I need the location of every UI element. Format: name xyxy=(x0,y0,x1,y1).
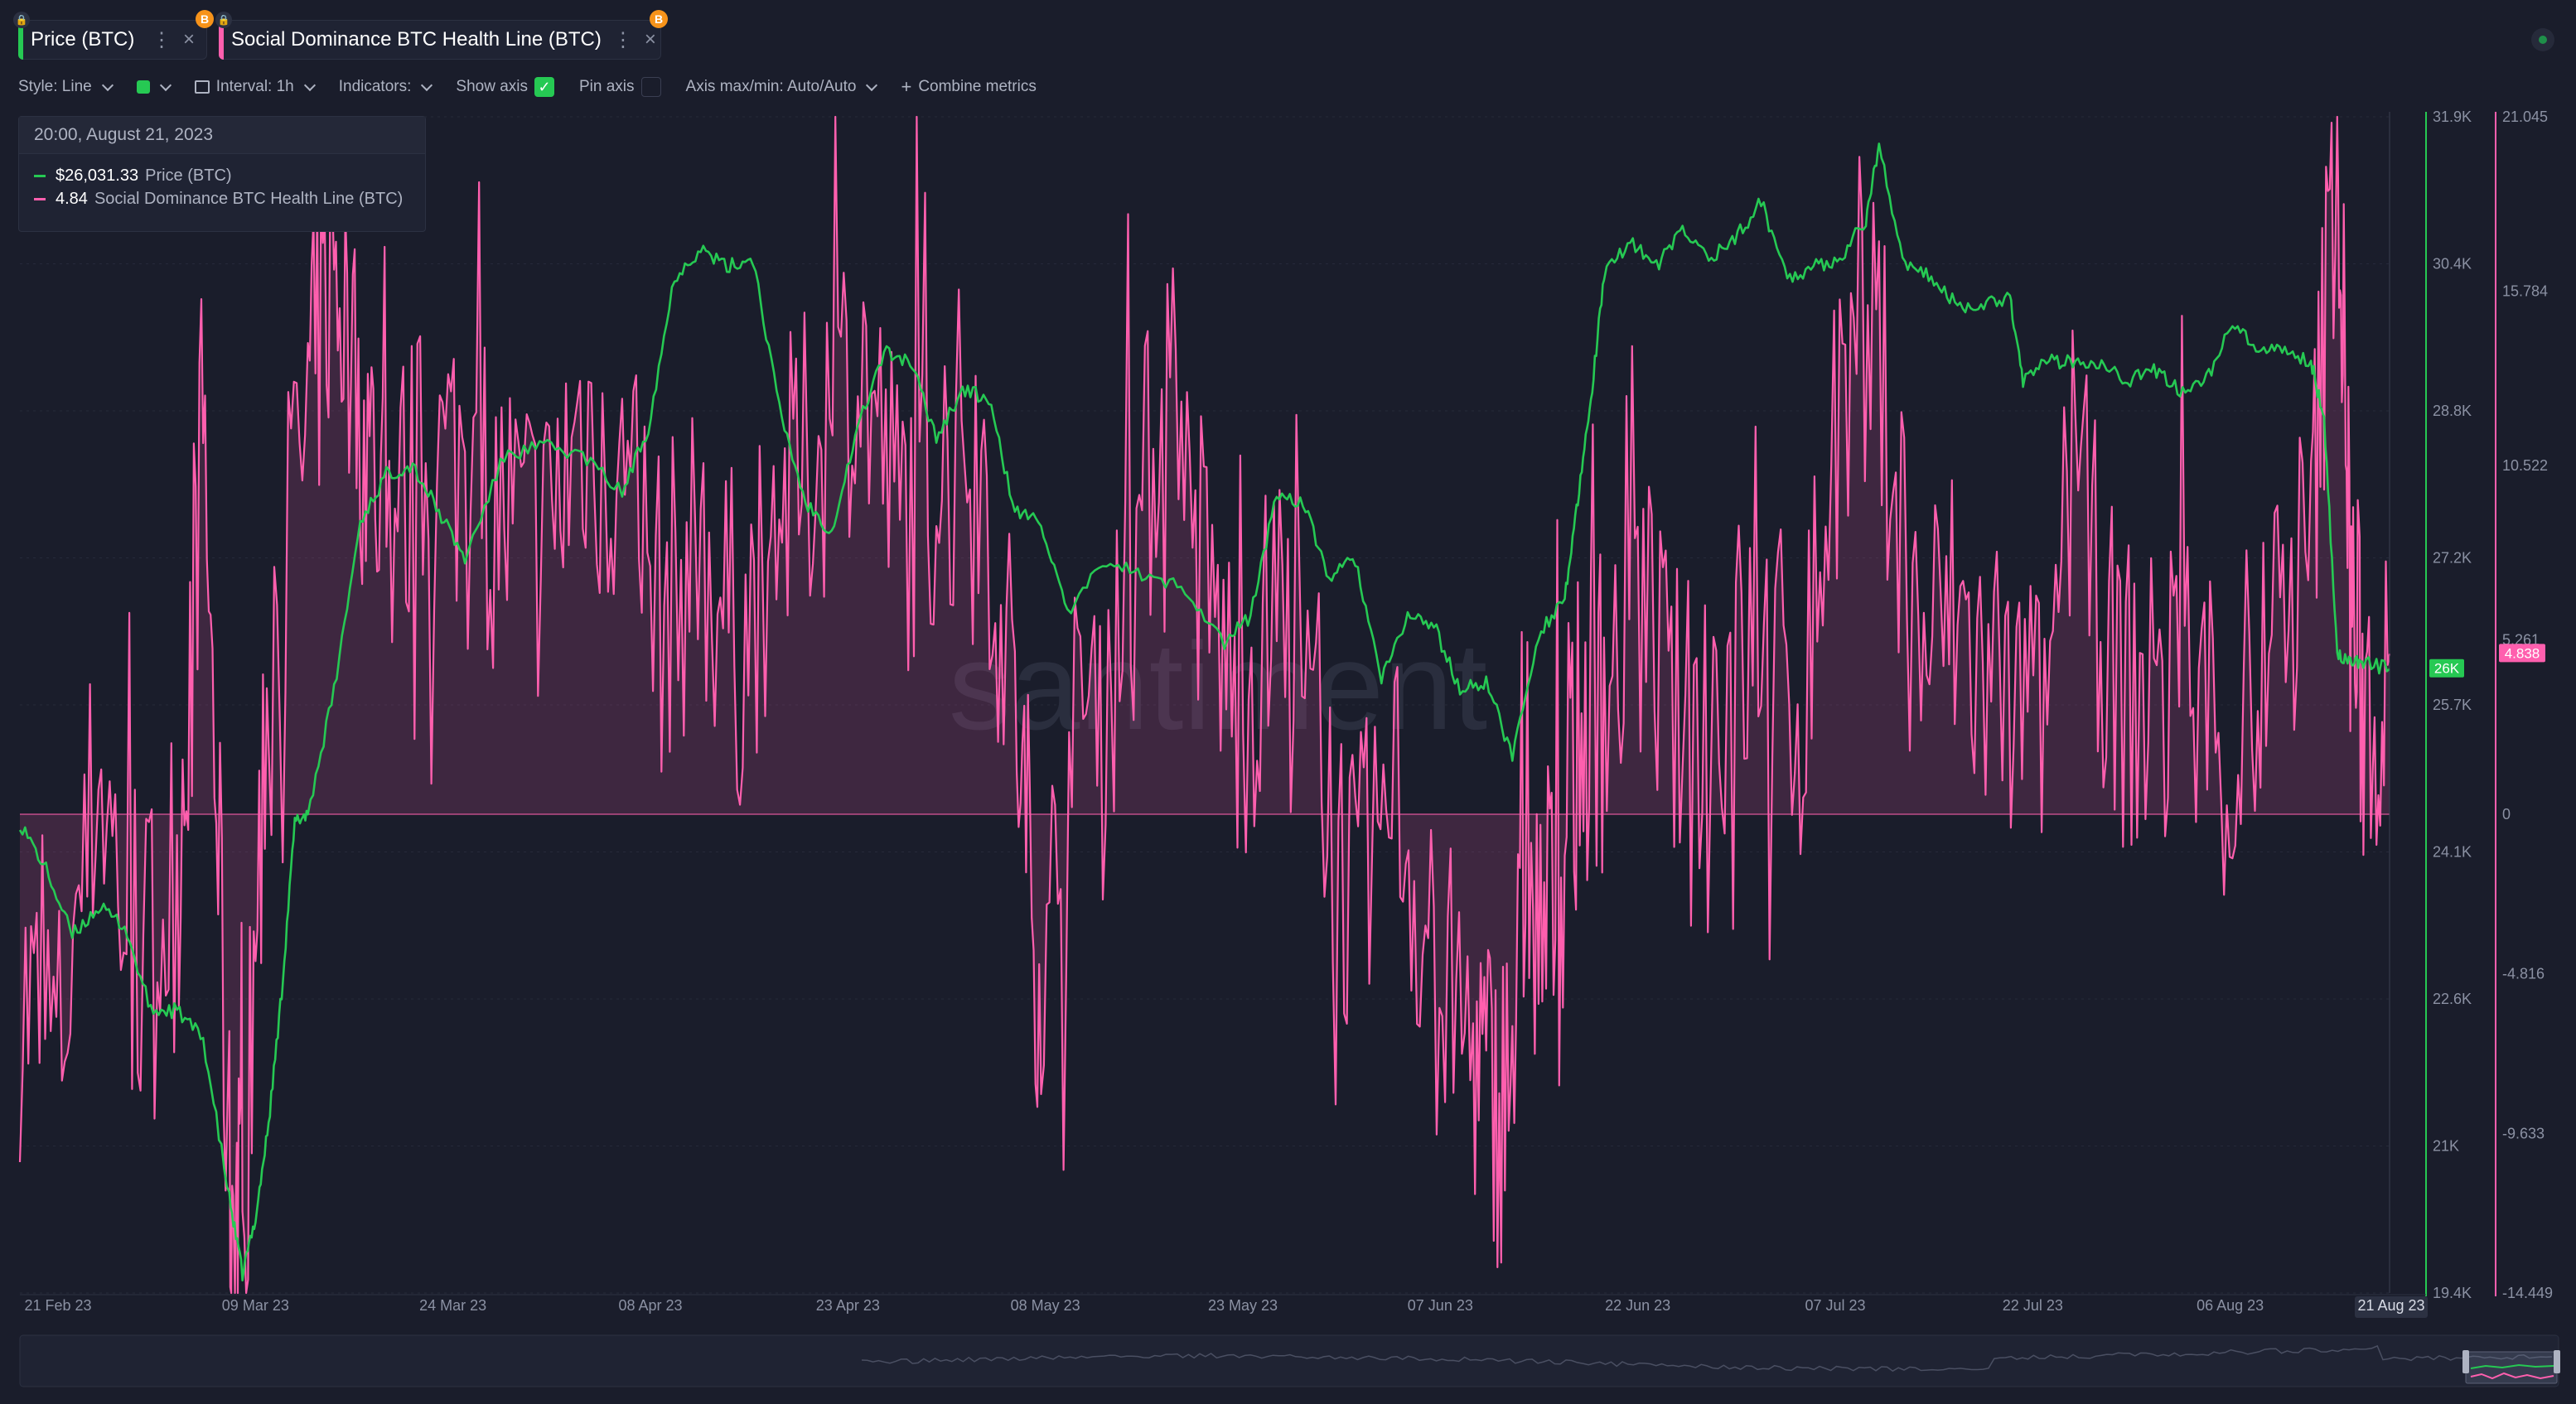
x-tick-label: 21 Feb 23 xyxy=(24,1297,91,1314)
x-tick-label: 24 Mar 23 xyxy=(419,1297,486,1314)
price-tick-label: 22.6K xyxy=(2433,991,2472,1007)
legend-dash xyxy=(34,174,46,177)
navigator-track xyxy=(19,1334,2559,1387)
x-tick-label: 08 May 23 xyxy=(1011,1297,1080,1314)
price-tick-label: 19.4K xyxy=(2433,1285,2472,1301)
show-axis-toggle[interactable]: Show axis ✓ xyxy=(456,77,554,97)
social-tick-label: -14.449 xyxy=(2502,1285,2553,1301)
tab-label: Price (BTC) xyxy=(31,28,135,51)
x-tick-highlight xyxy=(2355,1296,2428,1318)
social-tick-label: 15.784 xyxy=(2502,282,2548,299)
status-indicator[interactable] xyxy=(2531,28,2554,51)
social-dominance-fill xyxy=(20,117,2390,1293)
series-color-stripe xyxy=(18,20,23,60)
color-picker[interactable] xyxy=(136,79,172,94)
tab-price-btc[interactable]: Price (BTC) ⋮ × xyxy=(18,20,207,60)
social-dominance-series xyxy=(18,115,2391,1295)
x-tick-label: 07 Jul 23 xyxy=(1805,1297,1865,1314)
price-series xyxy=(18,142,2390,1282)
show-axis-label: Show axis xyxy=(456,78,528,95)
navigator-price-line xyxy=(2470,1363,2554,1369)
social-current-label: 4.838 xyxy=(2505,645,2540,661)
x-tick-label: 06 Aug 23 xyxy=(2197,1297,2264,1314)
color-swatch xyxy=(136,80,150,94)
chart-toolbar: Style: Line Interval: 1h Indicators: Sho… xyxy=(18,75,1061,99)
tooltip-row-social: 4.84 Social Dominance BTC Health Line (B… xyxy=(19,187,425,210)
social-tick-label: -9.633 xyxy=(2502,1125,2545,1141)
close-icon[interactable]: × xyxy=(644,28,656,51)
close-icon[interactable]: × xyxy=(182,28,195,51)
lock-icon: 🔒 xyxy=(13,12,30,28)
tooltip-value: $26,031.33 xyxy=(56,166,139,185)
plus-icon: + xyxy=(901,76,912,97)
legend-dash xyxy=(34,197,46,200)
interval-dropdown[interactable]: Interval: 1h xyxy=(194,78,316,96)
tab-label: Social Dominance BTC Health Line (BTC) xyxy=(231,28,602,51)
interval-label: Interval: 1h xyxy=(215,78,294,95)
price-tick-label: 24.1K xyxy=(2433,844,2472,861)
x-tick-label: 22 Jul 23 xyxy=(2003,1297,2063,1314)
navigator-right-handle[interactable] xyxy=(2554,1350,2560,1373)
social-current-badge xyxy=(2499,644,2545,663)
price-tick-label: 30.4K xyxy=(2433,256,2472,273)
social-tick-label: 21.045 xyxy=(2502,109,2548,125)
lock-icon: 🔒 xyxy=(215,12,232,28)
social-dominance-line xyxy=(18,115,2391,1295)
tab-social-dominance[interactable]: Social Dominance BTC Health Line (BTC) ⋮… xyxy=(219,20,661,60)
price-line xyxy=(18,142,2390,1282)
social-tick-label: 10.522 xyxy=(2502,457,2548,474)
chart-tooltip: 20:00, August 21, 2023 $26,031.33 Price … xyxy=(18,116,426,232)
more-vertical-icon[interactable]: ⋮ xyxy=(612,28,633,51)
price-tick-label: 31.9K xyxy=(2433,109,2472,125)
x-axis-ticks: 21 Feb 23 09 Mar 23 24 Mar 23 08 Apr 23 23 A… xyxy=(24,1296,2428,1318)
social-tick-label: 0 xyxy=(2502,806,2511,823)
indicators-label: Indicators: xyxy=(338,78,412,95)
price-tick-label: 28.8K xyxy=(2433,403,2472,419)
pin-axis-toggle[interactable]: Pin axis xyxy=(579,77,661,97)
series-color-stripe xyxy=(219,20,224,60)
axis-maxmin-label: Axis max/min: Auto/Auto xyxy=(685,78,857,95)
tooltip-series-name: Price (BTC) xyxy=(145,166,232,185)
x-tick-label: 08 Apr 23 xyxy=(618,1297,682,1314)
indicators-dropdown[interactable]: Indicators: xyxy=(338,78,433,96)
tooltip-row-price: $26,031.33 Price (BTC) xyxy=(19,164,425,187)
bitcoin-icon: B xyxy=(196,10,214,28)
calendar-icon xyxy=(194,80,210,94)
price-current-label: 26K xyxy=(2434,661,2460,677)
social-tick-label: -4.816 xyxy=(2502,966,2545,982)
price-tick-label: 21K xyxy=(2433,1138,2459,1155)
tooltip-value: 4.84 xyxy=(56,189,88,208)
navigator-overview-line xyxy=(861,1344,2553,1373)
social-axis-ticks: 21.04515.78410.5225.2610-4.816-9.633-14.… xyxy=(2499,109,2553,1301)
price-tick-label: 27.2K xyxy=(2433,550,2472,567)
navigator-social-line xyxy=(2470,1372,2554,1380)
x-tick-label: 23 May 23 xyxy=(1208,1297,1278,1314)
x-tick-label: 23 Apr 23 xyxy=(816,1297,880,1314)
chart-axes xyxy=(20,112,2496,1296)
pin-axis-label: Pin axis xyxy=(579,78,635,95)
price-tick-label: 25.7K xyxy=(2433,697,2472,713)
tooltip-date: 20:00, August 21, 2023 xyxy=(19,117,425,154)
x-tick-label: 22 Jun 23 xyxy=(1605,1297,1670,1314)
x-tick-label: 21 Aug 23 xyxy=(2357,1297,2424,1314)
axis-maxmin-dropdown[interactable]: Axis max/min: Auto/Auto xyxy=(685,78,878,96)
price-current-badge xyxy=(2429,659,2464,678)
combine-metrics-label: Combine metrics xyxy=(918,78,1037,95)
combine-metrics-button[interactable]: + Combine metrics xyxy=(901,76,1036,98)
style-dropdown[interactable]: Style: Line xyxy=(18,78,114,96)
checkbox-checked-icon[interactable]: ✓ xyxy=(534,77,554,97)
x-tick-label: 09 Mar 23 xyxy=(222,1297,289,1314)
style-label: Style: Line xyxy=(18,78,92,95)
price-axis-ticks: 31.9K 30.4K 28.8K 27.2K 25.7K 24.1K 22.6K 21K 19… xyxy=(2429,109,2472,1301)
more-vertical-icon[interactable]: ⋮ xyxy=(151,28,172,51)
x-tick-label: 07 Jun 23 xyxy=(1408,1297,1473,1314)
tooltip-series-name: Social Dominance BTC Health Line (BTC) xyxy=(94,189,404,208)
checkbox-unchecked-icon[interactable] xyxy=(640,77,661,97)
navigator-left-handle[interactable] xyxy=(2462,1350,2469,1373)
social-dominance-area xyxy=(20,117,2390,1293)
bitcoin-icon: B xyxy=(650,10,668,28)
chart-navigator xyxy=(19,1334,2560,1387)
